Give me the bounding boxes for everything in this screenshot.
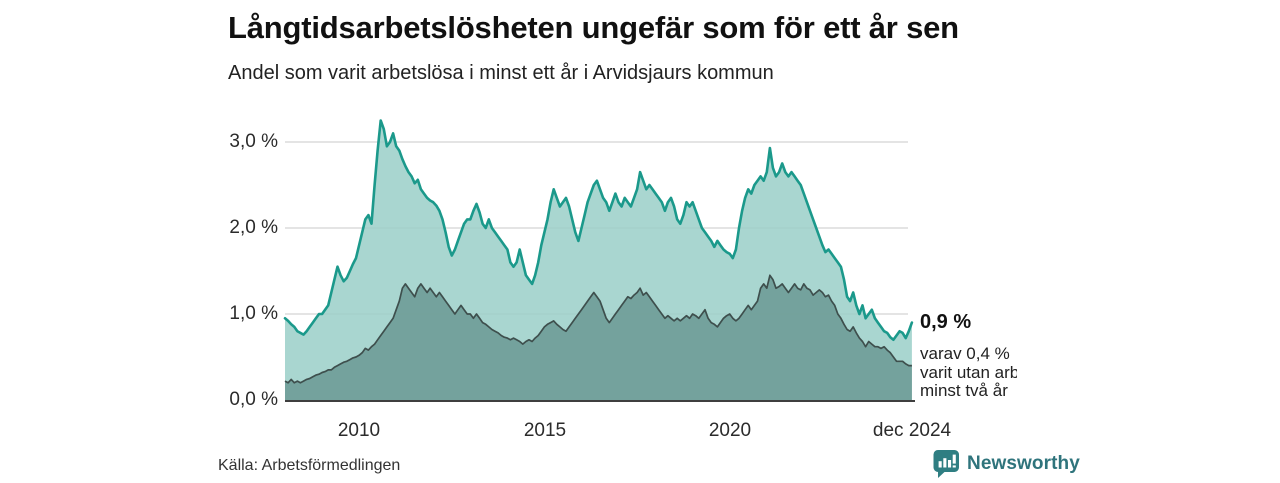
y-axis-tick-3: 3,0 %	[229, 131, 278, 152]
chart-subtitle: Andel som varit arbetslösa i minst ett å…	[228, 62, 774, 84]
brand-name: Newsworthy	[967, 452, 1080, 474]
page-title: Långtidsarbetslösheten ungefär som för e…	[228, 10, 959, 45]
x-axis-tick-dec-2024: dec 2024	[872, 420, 952, 441]
end-note-line-3: minst två år	[920, 381, 1008, 400]
brand-logo: Newsworthy	[933, 449, 1080, 478]
x-axis-tick-2015: 2015	[523, 420, 567, 441]
line-unemployed-one-year	[283, 119, 914, 342]
y-axis-tick-2: 2,0 %	[229, 217, 278, 238]
x-axis-tick-2010: 2010	[337, 420, 381, 441]
end-value-label: 0,9 %	[920, 311, 972, 333]
y-axis-tick-0: 0,0 %	[229, 389, 278, 410]
end-value-note: varav 0,4 % varit utan arbete minst två …	[920, 345, 1017, 401]
line-unemployed-two-years	[284, 274, 912, 384]
source-credit: Källa: Arbetsförmedlingen	[218, 457, 401, 474]
end-note-line-1: varav 0,4 %	[920, 345, 1010, 363]
newsworthy-bubble-barchart-icon	[933, 449, 960, 478]
area-unemployed-two-years	[285, 275, 912, 400]
x-axis-tick-2020: 2020	[708, 420, 752, 441]
end-note-line-2: varit utan arbete	[920, 362, 1017, 382]
y-axis-tick-1: 1,0 %	[229, 303, 278, 324]
